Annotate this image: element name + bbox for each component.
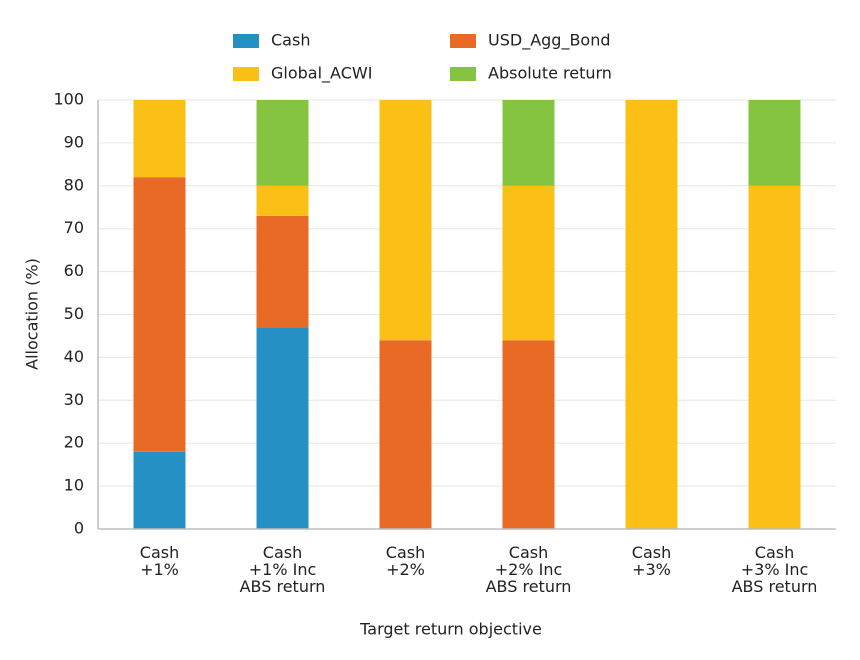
x-axis-title: Target return objective — [359, 620, 542, 639]
legend-label: Cash — [271, 31, 310, 50]
y-axis-title: Allocation (%) — [23, 258, 42, 370]
y-tick-label: 0 — [74, 519, 84, 538]
y-tick-label: 30 — [64, 390, 84, 409]
bar-segment — [379, 100, 432, 341]
bar-segment — [748, 185, 801, 530]
y-tick-label: 40 — [64, 347, 84, 366]
x-tick-label: Cash +3% — [632, 543, 671, 579]
y-tick-label: 80 — [64, 175, 84, 194]
y-tick-label: 50 — [64, 304, 84, 323]
y-tick-label: 20 — [64, 433, 84, 452]
legend-swatch — [233, 67, 259, 81]
legend-label: USD_Agg_Bond — [488, 31, 611, 51]
x-tick-label: Cash +3% Inc ABS return — [732, 543, 818, 596]
y-tick-label: 100 — [53, 90, 84, 109]
legend-swatch — [233, 34, 259, 48]
x-tick-label: Cash +1% — [140, 543, 179, 579]
legend-label: Global_ACWI — [271, 64, 372, 84]
bar-segment — [133, 177, 186, 452]
bar-segment — [133, 451, 186, 529]
bar-segment — [502, 340, 555, 529]
x-tick-label: Cash +1% Inc ABS return — [240, 543, 326, 596]
y-tick-label: 60 — [64, 261, 84, 280]
x-tick-label: Cash +2% — [386, 543, 425, 579]
bar-segment — [256, 215, 309, 328]
bar-segment — [502, 100, 555, 186]
legend-swatch — [450, 67, 476, 81]
bar-segment — [748, 100, 801, 186]
y-tick-label: 90 — [64, 132, 84, 151]
bar-segment — [379, 340, 432, 529]
bar-segment — [256, 185, 309, 216]
bar-segment — [256, 327, 309, 529]
bar-segment — [133, 100, 186, 178]
x-tick-label: Cash +2% Inc ABS return — [486, 543, 572, 596]
bar-segment — [256, 100, 309, 186]
legend-label: Absolute return — [488, 64, 612, 83]
bar-segment — [625, 100, 678, 529]
legend-swatch — [450, 34, 476, 48]
y-tick-label: 70 — [64, 218, 84, 237]
bar-segment — [502, 185, 555, 341]
y-tick-label: 10 — [64, 476, 84, 495]
